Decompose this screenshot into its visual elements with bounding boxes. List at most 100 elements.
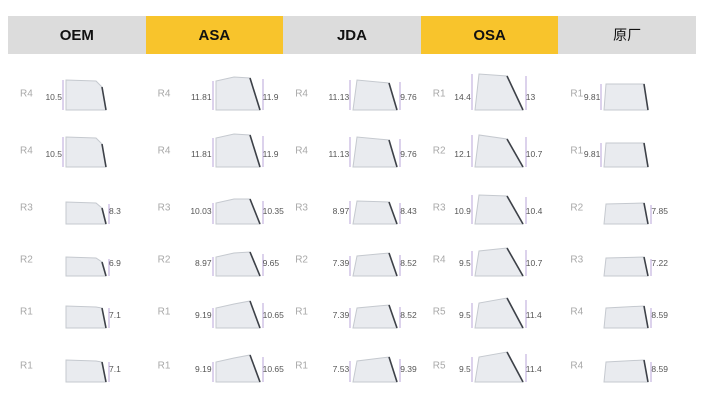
keycap-edge — [643, 83, 650, 111]
keycap-edge — [643, 142, 650, 168]
keycap-cell: R1 9.81 — [558, 68, 696, 120]
row-label: R1 — [432, 88, 446, 100]
row-label: R3 — [570, 254, 584, 266]
keycap-edge — [388, 201, 398, 225]
keycap-cell: R4 9.5 10.7 — [421, 234, 559, 286]
right-height-value: 10.65 — [262, 310, 284, 320]
keycap-profile — [349, 252, 401, 277]
right-height-value: 10.7 — [525, 258, 543, 268]
keycap-cell: R2 8.97 9.65 — [146, 234, 284, 286]
header-asa: ASA — [145, 16, 284, 54]
right-height-value: 7.85 — [651, 206, 668, 216]
keycap-cell: R5 9.5 11.4 — [421, 286, 559, 338]
keycap-profile — [600, 142, 650, 168]
keycap-cell: R1 7.39 8.52 — [283, 286, 421, 338]
keycap-edge — [101, 207, 107, 225]
row-label: R4 — [570, 306, 584, 318]
keycap-profile — [212, 354, 264, 383]
keycap-shape — [603, 256, 650, 277]
keycap-edge — [506, 138, 524, 168]
keycap-profile — [471, 134, 527, 168]
keycap-profile — [471, 73, 527, 111]
keycap-edge — [506, 247, 524, 277]
keycap-edge — [388, 304, 398, 329]
keycap-edge — [101, 361, 107, 383]
left-height-value: 9.19 — [195, 364, 212, 374]
keycap-profile — [349, 136, 401, 168]
keycap-edge — [248, 134, 261, 168]
row-label: R2 — [20, 254, 33, 266]
row-label: R4 — [157, 145, 171, 157]
keycap-shape — [474, 134, 524, 168]
keycap-profile — [603, 305, 652, 329]
keycap-edge — [643, 256, 650, 277]
keycap-edge — [248, 198, 261, 225]
row-label: R1 — [157, 306, 171, 318]
keycap-edge — [506, 351, 524, 383]
keycap-edge — [388, 252, 398, 277]
keycap-profile — [62, 136, 107, 168]
right-height-value: 10.4 — [525, 206, 543, 216]
keycap-edge — [643, 202, 650, 225]
left-height-value: 9.5 — [458, 258, 471, 268]
right-height-value: 6.9 — [109, 258, 121, 268]
keycap-profile — [471, 351, 527, 383]
keycap-edge — [643, 359, 650, 383]
keycap-profile — [212, 198, 264, 225]
left-height-value: 9.81 — [583, 92, 601, 102]
row-label: R5 — [432, 306, 446, 318]
keycap-profile — [349, 356, 401, 383]
right-height-value: 9.39 — [400, 364, 417, 374]
keycap-cell: R2 7.39 8.52 — [283, 234, 421, 286]
keycap-cell: R2 7.85 — [558, 182, 696, 234]
right-height-value: 9.76 — [400, 149, 417, 159]
keycap-shape — [65, 136, 107, 168]
row-label: R1 — [295, 360, 308, 372]
left-height-value: 14.4 — [454, 92, 471, 102]
left-height-value: 8.97 — [332, 206, 350, 216]
row-label: R4 — [432, 254, 446, 266]
keycap-profile — [471, 297, 527, 329]
keycap-edge — [388, 356, 398, 383]
keycap-profile — [65, 256, 110, 277]
right-height-value: 10.65 — [262, 364, 284, 374]
keycap-profile — [212, 300, 264, 329]
keycap-shape — [603, 142, 649, 168]
row-label: R4 — [20, 145, 33, 157]
keycap-cell: R3 7.22 — [558, 234, 696, 286]
left-height-value: 11.81 — [190, 149, 212, 159]
keycap-edge — [101, 143, 107, 168]
keycap-edge — [506, 297, 524, 329]
keycap-cell: R4 11.81 11.9 — [146, 68, 284, 120]
left-height-value: 9.81 — [583, 149, 601, 159]
left-height-value: 7.39 — [332, 310, 350, 320]
keycap-cell: R3 8.97 8.43 — [283, 182, 421, 234]
keycap-edge — [388, 139, 398, 168]
keycap-shape — [215, 198, 261, 225]
row-label: R1 — [570, 88, 584, 100]
header-oem: OEM — [8, 16, 146, 54]
row-label: R1 — [157, 360, 171, 372]
right-height-value: 7.1 — [109, 364, 121, 374]
right-height-value: 8.52 — [400, 258, 417, 268]
keycap-cell: R4 11.13 9.76 — [283, 125, 421, 177]
keycap-shape — [215, 76, 261, 111]
row-label: R4 — [295, 88, 308, 100]
right-height-value: 7.1 — [109, 310, 121, 320]
row-label: R3 — [295, 202, 308, 214]
keycap-cell: R3 10.03 10.35 — [146, 182, 284, 234]
keycap-edge — [388, 82, 398, 111]
keycap-shape — [474, 194, 524, 225]
keycap-shape — [65, 79, 107, 111]
keycap-cell: R4 10.5 — [8, 125, 146, 177]
left-height-value: 7.53 — [332, 364, 350, 374]
row-label: R4 — [295, 145, 308, 157]
header-jda: JDA — [283, 16, 421, 54]
left-height-value: 11.81 — [190, 92, 212, 102]
keycap-profile — [603, 202, 652, 225]
keycap-edge — [248, 354, 261, 383]
row-label: R4 — [157, 88, 171, 100]
keycap-profile — [471, 247, 527, 277]
keycap-shape — [352, 136, 398, 168]
right-height-value: 8.59 — [651, 364, 668, 374]
